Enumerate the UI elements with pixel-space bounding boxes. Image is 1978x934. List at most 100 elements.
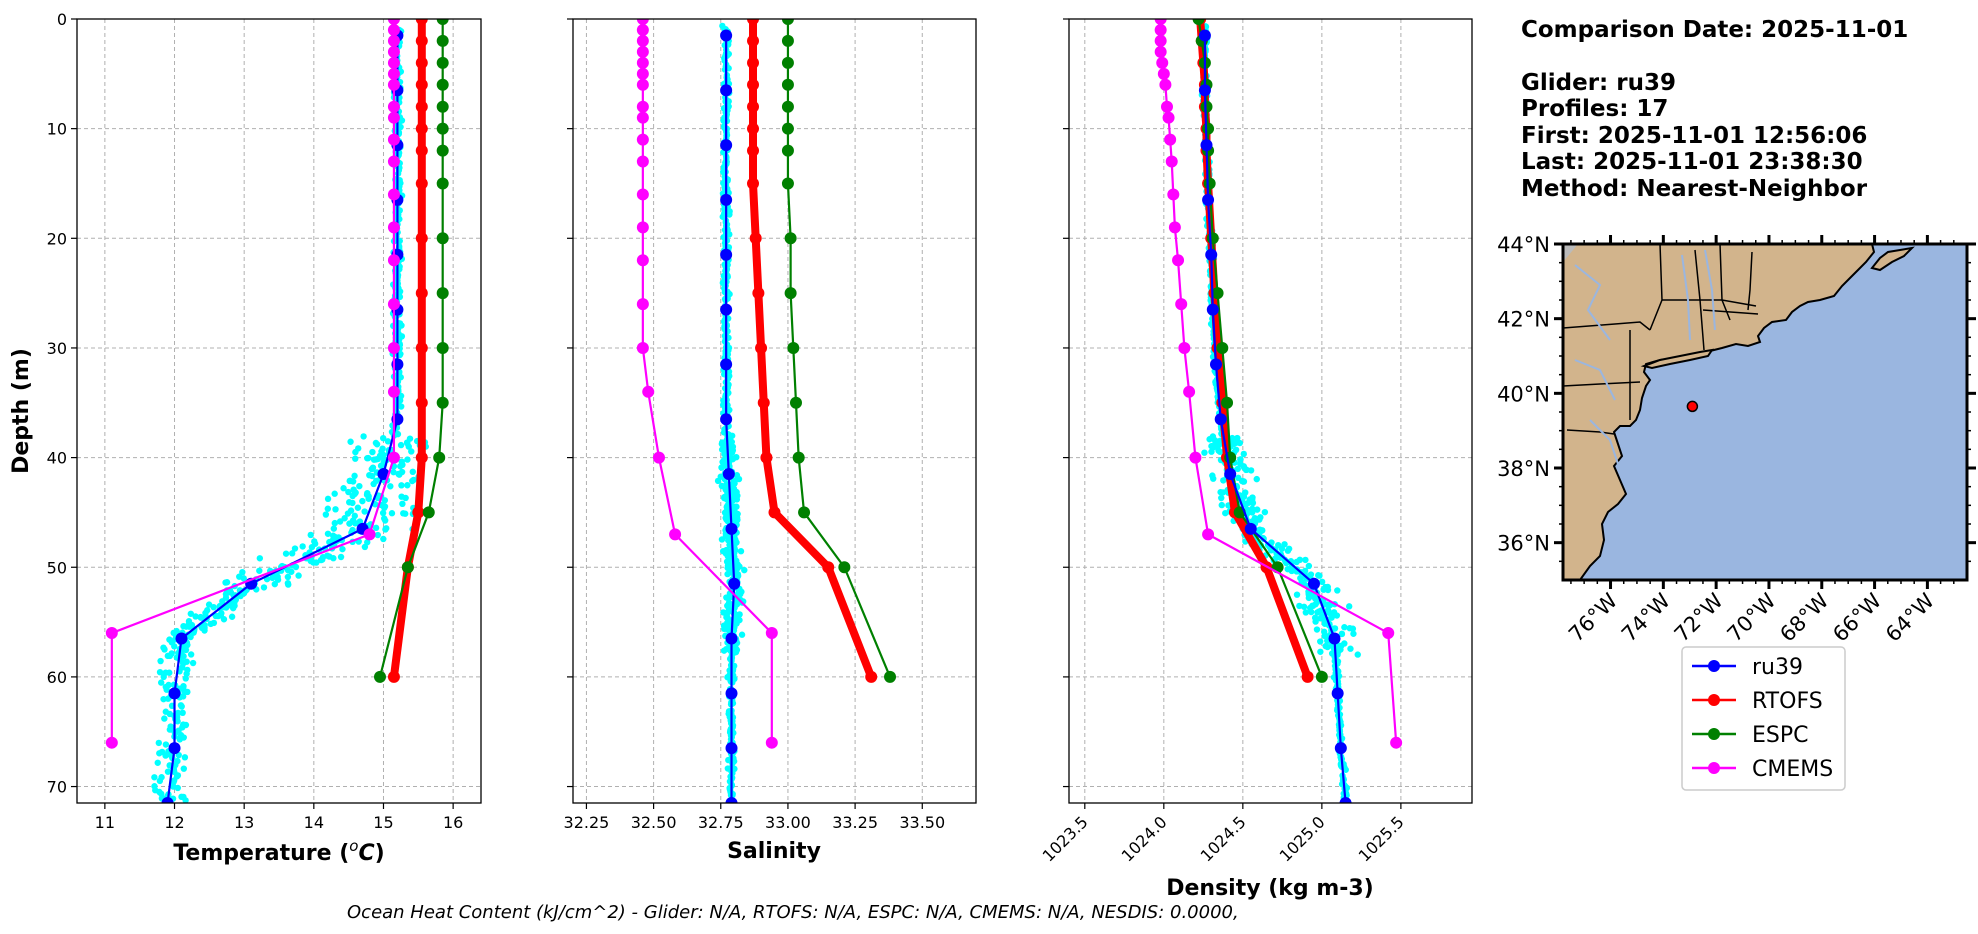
data-point-ru39 bbox=[1200, 139, 1213, 152]
data-point-ru39 bbox=[1209, 358, 1222, 371]
glider-raw-point bbox=[330, 525, 338, 532]
glider-raw-point bbox=[737, 548, 745, 555]
glider-raw-point bbox=[1316, 608, 1323, 615]
lon-tick-label: 68°W bbox=[1775, 588, 1833, 646]
glider-raw-point bbox=[324, 530, 332, 537]
x-tick-label: 1025.5 bbox=[1355, 812, 1408, 865]
data-point-espc bbox=[1203, 177, 1216, 190]
data-point-rtofs bbox=[412, 506, 425, 519]
glider-raw-point bbox=[291, 545, 299, 552]
glider-raw-point bbox=[397, 441, 405, 449]
data-point-espc bbox=[422, 506, 435, 519]
glider-raw-point bbox=[404, 482, 411, 489]
glider-raw-point bbox=[184, 666, 191, 674]
data-point-espc bbox=[436, 100, 449, 113]
glider-raw-point bbox=[397, 463, 404, 470]
glider-name: Glider: ru39 bbox=[1521, 70, 1676, 96]
x-tick-label: 12 bbox=[164, 813, 184, 832]
data-point-ru39 bbox=[725, 797, 738, 803]
data-point-ru39 bbox=[722, 468, 735, 481]
data-point-rtofs bbox=[415, 144, 428, 157]
glider-raw-point bbox=[354, 504, 362, 511]
glider-raw-point bbox=[205, 601, 213, 608]
series-line-ru39 bbox=[166, 35, 399, 803]
glider-raw-point bbox=[1211, 437, 1219, 444]
data-point-espc bbox=[436, 396, 449, 409]
data-point-cmems bbox=[387, 45, 400, 58]
glider-raw-point bbox=[182, 797, 189, 803]
data-point-cmems bbox=[387, 451, 400, 464]
data-point-rtofs bbox=[757, 396, 770, 409]
glider-raw-point bbox=[1296, 602, 1303, 610]
glider-raw-point bbox=[178, 703, 185, 710]
temperature-axis-label: Temperature (oC) bbox=[173, 837, 384, 866]
data-point-cmems bbox=[636, 155, 649, 168]
data-point-cmems bbox=[636, 298, 649, 311]
glider-raw-point bbox=[181, 687, 188, 695]
series-line-rtofs bbox=[749, 19, 875, 679]
glider-raw-point bbox=[1288, 567, 1295, 575]
glider-raw-point bbox=[390, 468, 397, 476]
lon-tick-label: 76°W bbox=[1564, 588, 1622, 646]
data-point-cmems bbox=[1189, 451, 1202, 464]
glider-raw-point bbox=[365, 454, 372, 462]
glider-raw-point bbox=[738, 631, 746, 638]
data-point-cmems bbox=[1165, 155, 1178, 168]
x-tick-label: 33.25 bbox=[832, 813, 878, 832]
data-point-ru39 bbox=[1328, 632, 1341, 645]
data-point-espc bbox=[436, 122, 449, 135]
data-point-cmems bbox=[387, 133, 400, 146]
data-point-espc bbox=[436, 19, 449, 25]
data-point-cmems bbox=[387, 341, 400, 354]
glider-raw-point bbox=[345, 488, 352, 496]
glider-raw-point bbox=[311, 538, 318, 545]
glider-raw-point bbox=[307, 557, 315, 565]
glider-raw-point bbox=[1300, 603, 1308, 610]
rivers bbox=[1574, 249, 1716, 471]
salinity-axis-label: Salinity bbox=[727, 839, 821, 864]
series-cmems bbox=[1154, 19, 1403, 749]
glider-raw-point bbox=[176, 736, 184, 743]
glider-raw-point bbox=[295, 572, 302, 579]
glider-raw-point bbox=[341, 515, 348, 522]
glider-raw-point bbox=[409, 468, 416, 476]
data-point-rtofs bbox=[415, 396, 428, 409]
data-point-espc bbox=[781, 78, 794, 91]
glider-raw-point bbox=[1347, 645, 1354, 652]
glider-raw-point bbox=[1242, 501, 1249, 509]
legend-marker-cmems bbox=[1708, 762, 1720, 774]
glider-raw-point bbox=[201, 627, 208, 634]
last-time: Last: 2025-11-01 23:38:30 bbox=[1521, 149, 1863, 175]
data-point-cmems bbox=[1183, 385, 1196, 398]
data-point-rtofs bbox=[865, 670, 878, 683]
data-point-rtofs bbox=[1301, 670, 1314, 683]
glider-raw-point bbox=[1330, 609, 1338, 616]
glider-raw-point bbox=[1220, 477, 1227, 484]
data-point-cmems bbox=[636, 67, 649, 80]
glider-raw-point bbox=[402, 494, 409, 502]
x-tick-label: 1023.5 bbox=[1039, 812, 1092, 865]
depth-axis-label: Depth (m) bbox=[9, 348, 34, 474]
data-point-cmems bbox=[1156, 56, 1169, 69]
info-block: Comparison Date: 2025-11-01 Glider: ru39… bbox=[1521, 17, 1908, 202]
glider-raw-point bbox=[720, 609, 727, 616]
glider-raw-point bbox=[161, 715, 168, 722]
glider-raw-point bbox=[173, 773, 181, 780]
glider-raw-point bbox=[228, 613, 236, 620]
data-point-cmems bbox=[636, 111, 649, 124]
glider-raw-point bbox=[379, 509, 387, 517]
glider-raw-point bbox=[1324, 643, 1331, 651]
data-point-rtofs bbox=[747, 19, 760, 25]
glider-raw-point bbox=[1259, 527, 1266, 534]
glider-raw-point bbox=[1278, 545, 1286, 552]
glider-raw-point bbox=[351, 490, 359, 498]
glider-raw-point bbox=[1317, 638, 1324, 645]
glider-position-marker bbox=[1686, 400, 1699, 413]
data-point-cmems bbox=[387, 78, 400, 91]
glider-raw-point bbox=[186, 623, 193, 630]
glider-raw-point bbox=[1302, 556, 1309, 564]
glider-raw-point bbox=[166, 710, 174, 718]
glider-raw-point bbox=[381, 504, 388, 512]
glider-raw-point bbox=[171, 643, 178, 650]
x-tick-label: 15 bbox=[373, 813, 393, 832]
